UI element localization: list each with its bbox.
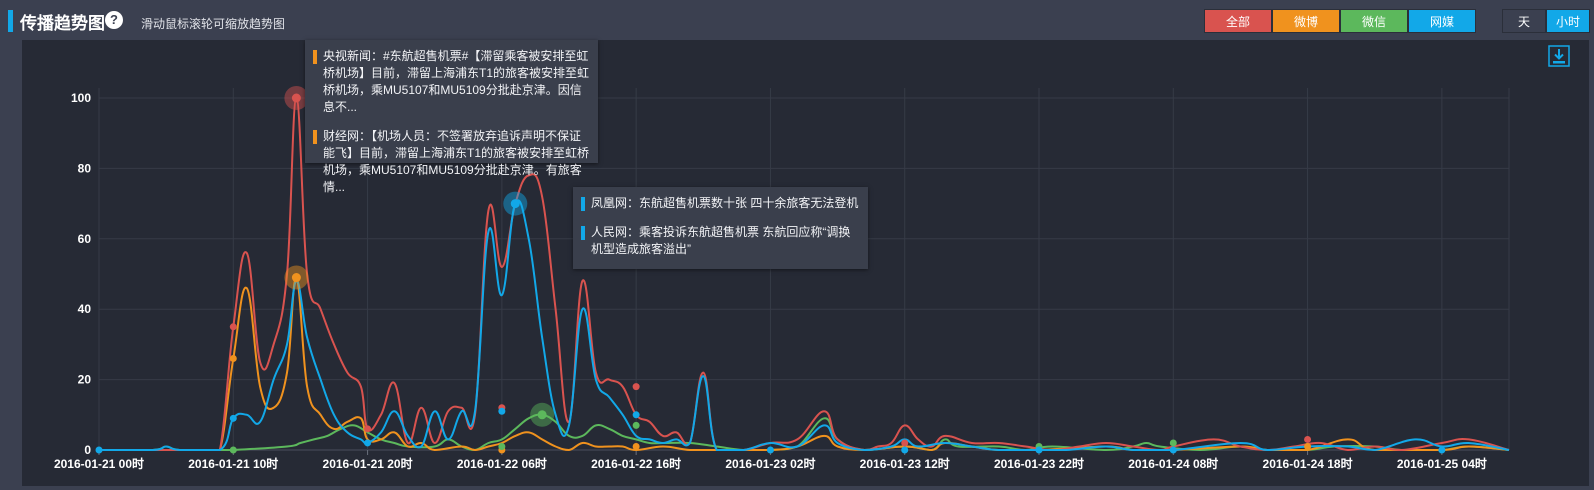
tooltip-text: 人民网：乘客投诉东航超售机票 东航回应称“调换机型造成旅客溢出” [591,225,851,256]
data-point [632,383,640,391]
data-point [632,421,640,429]
filter-webmedia-button[interactable]: 网媒 [1408,9,1476,33]
filter-weixin-button[interactable]: 微信 [1340,9,1408,33]
chart-area: 0 20 40 60 80 100 2016-01-21 00时 2016-01-21 10时… [22,40,1589,486]
filter-all-button[interactable]: 全部 [1204,9,1272,33]
x-tick-label: 2016-01-23 02时 [725,456,815,471]
x-tick-label: 2016-01-24 18时 [1263,456,1353,471]
granularity-day-button[interactable]: 天 [1502,9,1546,33]
data-point [1438,446,1446,454]
y-tick-label: 40 [78,302,92,316]
tooltip-peak-webmedia: 凤凰网：东航超售机票数十张 四十余旅客无法登机 人民网：乘客投诉东航超售机票 东… [573,187,868,269]
data-point [229,446,237,454]
data-point [229,354,237,362]
y-tick-label: 100 [71,91,91,105]
data-point [1169,439,1177,447]
series-line-微博 [99,276,1510,452]
highlight-point [291,93,301,103]
filter-weibo-button[interactable]: 微博 [1272,9,1340,33]
tooltip-item: 人民网：乘客投诉东航超售机票 东航回应称“调换机型造成旅客溢出” [581,224,860,258]
x-tick-label: 2016-01-22 06时 [457,456,547,471]
tooltip-item: 财经网：【机场人员：不签署放弃追诉声明不保证能飞】目前，滞留上海浦东T1的旅客被… [313,128,590,196]
granularity-hour-button[interactable]: 小时 [1546,9,1590,33]
data-point [901,439,909,447]
data-point [229,323,237,331]
tooltip-text: 凤凰网：东航超售机票数十张 四十余旅客无法登机 [591,196,859,210]
series-line-网媒 [99,199,1510,452]
data-point [498,407,506,415]
data-point [229,414,237,422]
data-point [498,442,506,450]
data-point [1169,446,1177,454]
tooltip-text: 央视新闻：#东航超售机票#【滞留乘客被安排至虹桥机场】目前，滞留上海浦东T1的旅… [323,49,590,114]
y-tick-label: 80 [78,161,92,175]
data-point [95,446,103,454]
x-tick-label: 2016-01-24 08时 [1128,456,1218,471]
data-point [364,439,372,447]
source-filter-group: 全部 微博 微信 网媒 [1204,9,1476,33]
data-point [766,446,774,454]
x-tick-label: 2016-01-21 00时 [54,456,144,471]
series-line-微信 [99,413,1510,452]
x-tick-label: 2016-01-21 20时 [323,456,413,471]
data-point [901,446,909,454]
tooltip-item: 凤凰网：东航超售机票数十张 四十余旅客无法登机 [581,195,860,212]
download-icon[interactable] [1548,45,1570,67]
tooltip-peak-weibo: 央视新闻：#东航超售机票#【滞留乘客被安排至虹桥机场】目前，滞留上海浦东T1的旅… [305,40,598,194]
tooltip-color-bar [581,197,585,211]
data-point [632,411,640,419]
series-line-全部 [99,96,1510,452]
x-tick-label: 2016-01-23 22时 [994,456,1084,471]
highlight-point [510,199,520,209]
data-point [632,442,640,450]
y-tick-label: 0 [84,443,91,457]
data-point [1304,435,1312,443]
highlight-point [291,273,301,283]
granularity-toggle: 天 小时 [1502,9,1590,33]
y-tick-label: 60 [78,232,92,246]
highlight-point [537,410,547,420]
x-tick-label: 2016-01-22 16时 [591,456,681,471]
data-point [364,425,372,433]
tooltip-color-bar [313,130,317,144]
title-accent-bar [8,10,13,32]
page-title: 传播趋势图 [20,14,105,33]
chart-header: 传播趋势图 ? 滑动鼠标滚轮可缩放趋势图 全部 微博 微信 网媒 天 小时 [0,0,1594,42]
tooltip-text: 财经网：【机场人员：不签署放弃追诉声明不保证能飞】目前，滞留上海浦东T1的旅客被… [323,129,590,194]
x-tick-label: 2016-01-23 12时 [860,456,950,471]
zoom-hint: 滑动鼠标滚轮可缩放趋势图 [141,17,286,31]
x-tick-label: 2016-01-25 04时 [1397,456,1487,471]
x-tick-label: 2016-01-21 10时 [188,456,278,471]
y-tick-label: 20 [78,373,92,387]
tooltip-item: 央视新闻：#东航超售机票#【滞留乘客被安排至虹桥机场】目前，滞留上海浦东T1的旅… [313,48,590,116]
tooltip-color-bar [313,50,317,64]
data-point [1304,442,1312,450]
help-icon[interactable]: ? [105,11,123,29]
data-point [1035,446,1043,454]
tooltip-color-bar [581,226,585,240]
